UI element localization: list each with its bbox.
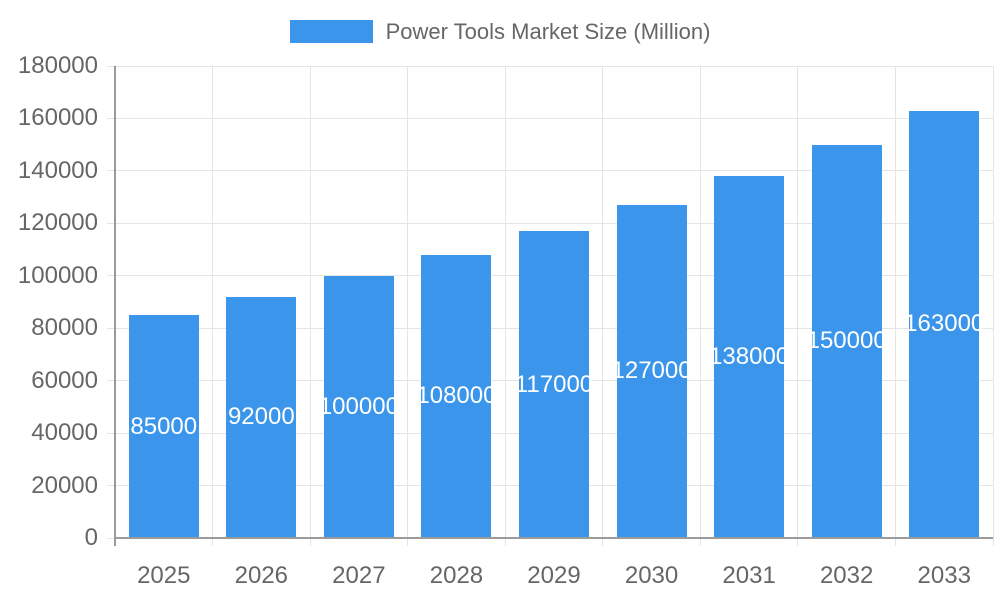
- y-axis-label: 140000: [17, 156, 98, 184]
- legend-swatch: [289, 20, 373, 43]
- y-gridline: [115, 65, 993, 67]
- y-axis-line: [113, 66, 116, 546]
- bar-value-label: 127000: [611, 357, 692, 385]
- x-gridline: [602, 66, 604, 538]
- x-tick: [309, 538, 311, 546]
- x-tick: [407, 538, 409, 546]
- x-tick: [504, 538, 506, 546]
- y-gridline: [115, 170, 993, 172]
- bar-value-label: 117000: [514, 370, 594, 398]
- x-axis-label: 2026: [234, 562, 289, 589]
- x-axis-label: 2025: [137, 562, 191, 589]
- bar-2032: [811, 144, 882, 538]
- bar-2030: [616, 204, 687, 538]
- bar-2033: [909, 110, 980, 538]
- x-axis-label: 2031: [722, 562, 776, 589]
- y-tick: [107, 222, 115, 224]
- y-tick: [107, 170, 115, 172]
- bar-2031: [714, 176, 785, 538]
- x-axis-line: [113, 537, 993, 539]
- y-gridline: [115, 117, 993, 119]
- x-axis-label: 2032: [819, 562, 874, 589]
- y-axis-label: 160000: [17, 104, 98, 132]
- bar-value-label: 163000: [904, 310, 985, 338]
- bar-value-label: 85000: [130, 412, 198, 440]
- x-tick: [699, 538, 701, 546]
- x-gridline: [699, 66, 701, 538]
- x-tick: [894, 538, 896, 546]
- y-axis-label: 80000: [31, 314, 98, 342]
- x-axis-label: 2029: [527, 562, 581, 589]
- bar-2025: [128, 315, 199, 538]
- y-tick: [107, 65, 115, 67]
- y-axis-label: 120000: [17, 209, 98, 237]
- y-gridline: [115, 222, 993, 224]
- y-tick: [107, 380, 115, 382]
- bar-value-label: 150000: [806, 327, 887, 355]
- y-tick: [107, 275, 115, 277]
- x-axis-label: 2028: [429, 562, 484, 589]
- y-axis-label: 100000: [17, 261, 98, 289]
- y-tick: [107, 327, 115, 329]
- x-tick: [992, 538, 994, 546]
- x-gridline: [309, 66, 311, 538]
- y-axis-label: 60000: [31, 366, 98, 394]
- legend-label: Power Tools Market Size (Million): [385, 19, 711, 44]
- bar-2027: [323, 275, 394, 538]
- x-tick: [212, 538, 214, 546]
- x-axis-label: 2033: [917, 562, 971, 589]
- x-gridline: [212, 66, 214, 538]
- bar-2028: [421, 254, 492, 538]
- x-axis-label: 2030: [624, 562, 679, 589]
- y-axis-label: 20000: [31, 471, 98, 499]
- x-gridline: [894, 66, 896, 538]
- x-gridline: [992, 66, 994, 538]
- bar-2026: [226, 296, 297, 538]
- y-tick: [107, 537, 115, 539]
- x-gridline: [504, 66, 506, 538]
- x-axis-label: 2027: [332, 562, 386, 589]
- x-tick: [602, 538, 604, 546]
- bar-value-label: 108000: [416, 382, 497, 410]
- bar-value-label: 138000: [709, 343, 790, 371]
- y-tick: [107, 117, 115, 119]
- bar-value-label: 92000: [227, 403, 295, 431]
- y-axis-label: 180000: [17, 52, 98, 79]
- y-tick: [107, 432, 115, 434]
- x-gridline: [797, 66, 799, 538]
- bar-value-label: 100000: [318, 392, 399, 420]
- y-tick: [107, 485, 115, 487]
- y-axis-label: 0: [84, 524, 98, 551]
- x-gridline: [407, 66, 409, 538]
- y-axis-label: 40000: [31, 419, 98, 447]
- bar-2029: [519, 231, 589, 538]
- chart-legend[interactable]: Power Tools Market Size (Million): [0, 20, 1000, 43]
- x-tick: [797, 538, 799, 546]
